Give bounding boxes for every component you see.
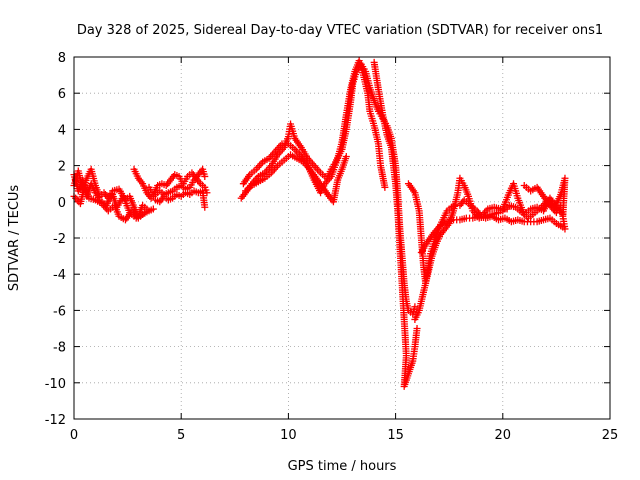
data-point xyxy=(411,303,419,311)
series-trace-o xyxy=(520,182,565,217)
series-trace-i xyxy=(242,151,350,206)
data-point xyxy=(342,153,350,161)
data-point xyxy=(561,225,569,233)
data-point xyxy=(201,172,209,180)
data-point xyxy=(381,183,389,191)
y-axis-ticks: -12 -10 -8 -6 -4 -2 0 2 4 6 8 xyxy=(45,51,610,428)
y-tick-label: 8 xyxy=(58,51,66,66)
data-point xyxy=(201,203,209,211)
grid-lines xyxy=(74,57,610,419)
series-trace-j xyxy=(370,58,421,390)
x-axis-label: GPS time / hours xyxy=(288,459,397,474)
x-tick-label: 5 xyxy=(177,428,185,443)
data-points xyxy=(70,57,569,390)
chart-title: Day 328 of 2025, Sidereal Day-to-day VTE… xyxy=(77,23,603,38)
y-tick-label: -2 xyxy=(53,232,66,247)
y-tick-label: 2 xyxy=(58,160,66,175)
y-tick-label: -12 xyxy=(45,413,66,428)
data-point xyxy=(143,205,151,213)
data-point xyxy=(413,325,421,332)
x-tick-label: 25 xyxy=(602,428,619,443)
x-tick-label: 0 xyxy=(70,428,78,443)
series-trace-f xyxy=(151,187,209,211)
x-tick-label: 10 xyxy=(280,428,297,443)
series-trace-g xyxy=(237,60,419,318)
data-point xyxy=(149,205,157,213)
series-trace-e xyxy=(145,169,211,199)
series-trace-c xyxy=(70,182,149,224)
y-tick-label: 4 xyxy=(58,123,66,138)
plot-frame xyxy=(73,56,611,420)
y-tick-label: -10 xyxy=(45,377,66,392)
y-tick-label: -8 xyxy=(53,341,66,356)
data-point xyxy=(141,209,149,217)
y-tick-label: -6 xyxy=(53,304,66,319)
y-tick-label: -4 xyxy=(53,268,66,283)
y-tick-label: 6 xyxy=(58,87,66,102)
data-point xyxy=(557,201,565,209)
y-tick-label: 0 xyxy=(58,196,66,211)
series-trace-m xyxy=(417,212,567,256)
x-tick-label: 15 xyxy=(387,428,404,443)
x-tick-label: 20 xyxy=(495,428,512,443)
y-axis-label: SDTVAR / TECUs xyxy=(7,185,22,292)
